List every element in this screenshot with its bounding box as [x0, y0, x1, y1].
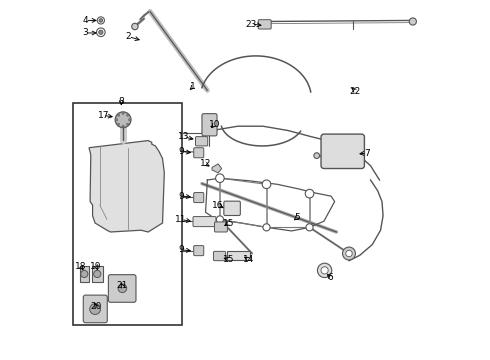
- FancyBboxPatch shape: [193, 217, 216, 226]
- Text: 6: 6: [327, 273, 333, 282]
- Circle shape: [115, 112, 131, 128]
- Text: 18: 18: [75, 262, 87, 271]
- Text: 9: 9: [178, 246, 184, 255]
- Bar: [73, 103, 182, 325]
- Bar: [227, 251, 250, 260]
- Circle shape: [132, 23, 138, 30]
- Text: 19: 19: [91, 262, 102, 271]
- Circle shape: [118, 123, 120, 125]
- Polygon shape: [89, 140, 164, 232]
- FancyBboxPatch shape: [83, 295, 107, 323]
- Text: 7: 7: [364, 149, 370, 158]
- Text: 15: 15: [223, 255, 235, 264]
- Circle shape: [216, 174, 224, 183]
- Circle shape: [90, 304, 100, 315]
- Circle shape: [314, 153, 319, 158]
- Circle shape: [306, 224, 313, 231]
- Text: 5: 5: [294, 213, 300, 222]
- Circle shape: [118, 114, 120, 116]
- Circle shape: [116, 119, 118, 121]
- Text: 15: 15: [223, 219, 235, 228]
- Circle shape: [128, 119, 131, 121]
- FancyBboxPatch shape: [108, 275, 136, 302]
- Circle shape: [318, 263, 332, 278]
- Text: 3: 3: [82, 28, 88, 37]
- Circle shape: [97, 17, 104, 24]
- Circle shape: [409, 18, 416, 25]
- Circle shape: [216, 216, 223, 223]
- Text: 20: 20: [91, 302, 102, 311]
- Circle shape: [343, 247, 355, 260]
- FancyBboxPatch shape: [258, 20, 271, 29]
- FancyBboxPatch shape: [215, 222, 227, 232]
- Circle shape: [118, 284, 126, 293]
- Circle shape: [262, 180, 271, 189]
- Circle shape: [126, 114, 129, 116]
- Text: 14: 14: [243, 255, 254, 264]
- FancyBboxPatch shape: [194, 246, 204, 256]
- Text: 22: 22: [350, 86, 361, 95]
- Circle shape: [126, 123, 129, 125]
- Text: 17: 17: [98, 111, 109, 120]
- Circle shape: [263, 224, 270, 231]
- Circle shape: [99, 19, 102, 22]
- Text: 16: 16: [212, 201, 224, 210]
- FancyBboxPatch shape: [321, 134, 365, 168]
- Circle shape: [346, 250, 352, 257]
- Polygon shape: [92, 266, 103, 282]
- Circle shape: [81, 270, 88, 278]
- Text: 9: 9: [178, 192, 184, 201]
- Text: 12: 12: [200, 159, 211, 168]
- FancyBboxPatch shape: [224, 201, 240, 216]
- Polygon shape: [80, 266, 89, 282]
- Circle shape: [94, 270, 101, 278]
- Text: 9: 9: [178, 147, 184, 156]
- Text: 4: 4: [83, 16, 88, 25]
- FancyBboxPatch shape: [196, 136, 208, 146]
- FancyBboxPatch shape: [194, 193, 204, 203]
- Circle shape: [97, 28, 105, 37]
- Circle shape: [321, 267, 328, 274]
- Circle shape: [122, 125, 124, 127]
- Text: 10: 10: [209, 120, 221, 129]
- FancyBboxPatch shape: [194, 148, 204, 158]
- Circle shape: [98, 30, 103, 35]
- Text: 11: 11: [175, 215, 187, 224]
- Text: 2: 2: [125, 32, 131, 41]
- Circle shape: [122, 112, 124, 114]
- Text: 1: 1: [190, 82, 196, 91]
- Text: 13: 13: [178, 132, 190, 141]
- Polygon shape: [212, 164, 221, 173]
- Text: 21: 21: [117, 281, 128, 290]
- FancyBboxPatch shape: [214, 251, 225, 261]
- Text: 23: 23: [246, 19, 257, 28]
- Circle shape: [305, 189, 314, 198]
- FancyBboxPatch shape: [202, 114, 217, 136]
- Text: 8: 8: [119, 96, 124, 105]
